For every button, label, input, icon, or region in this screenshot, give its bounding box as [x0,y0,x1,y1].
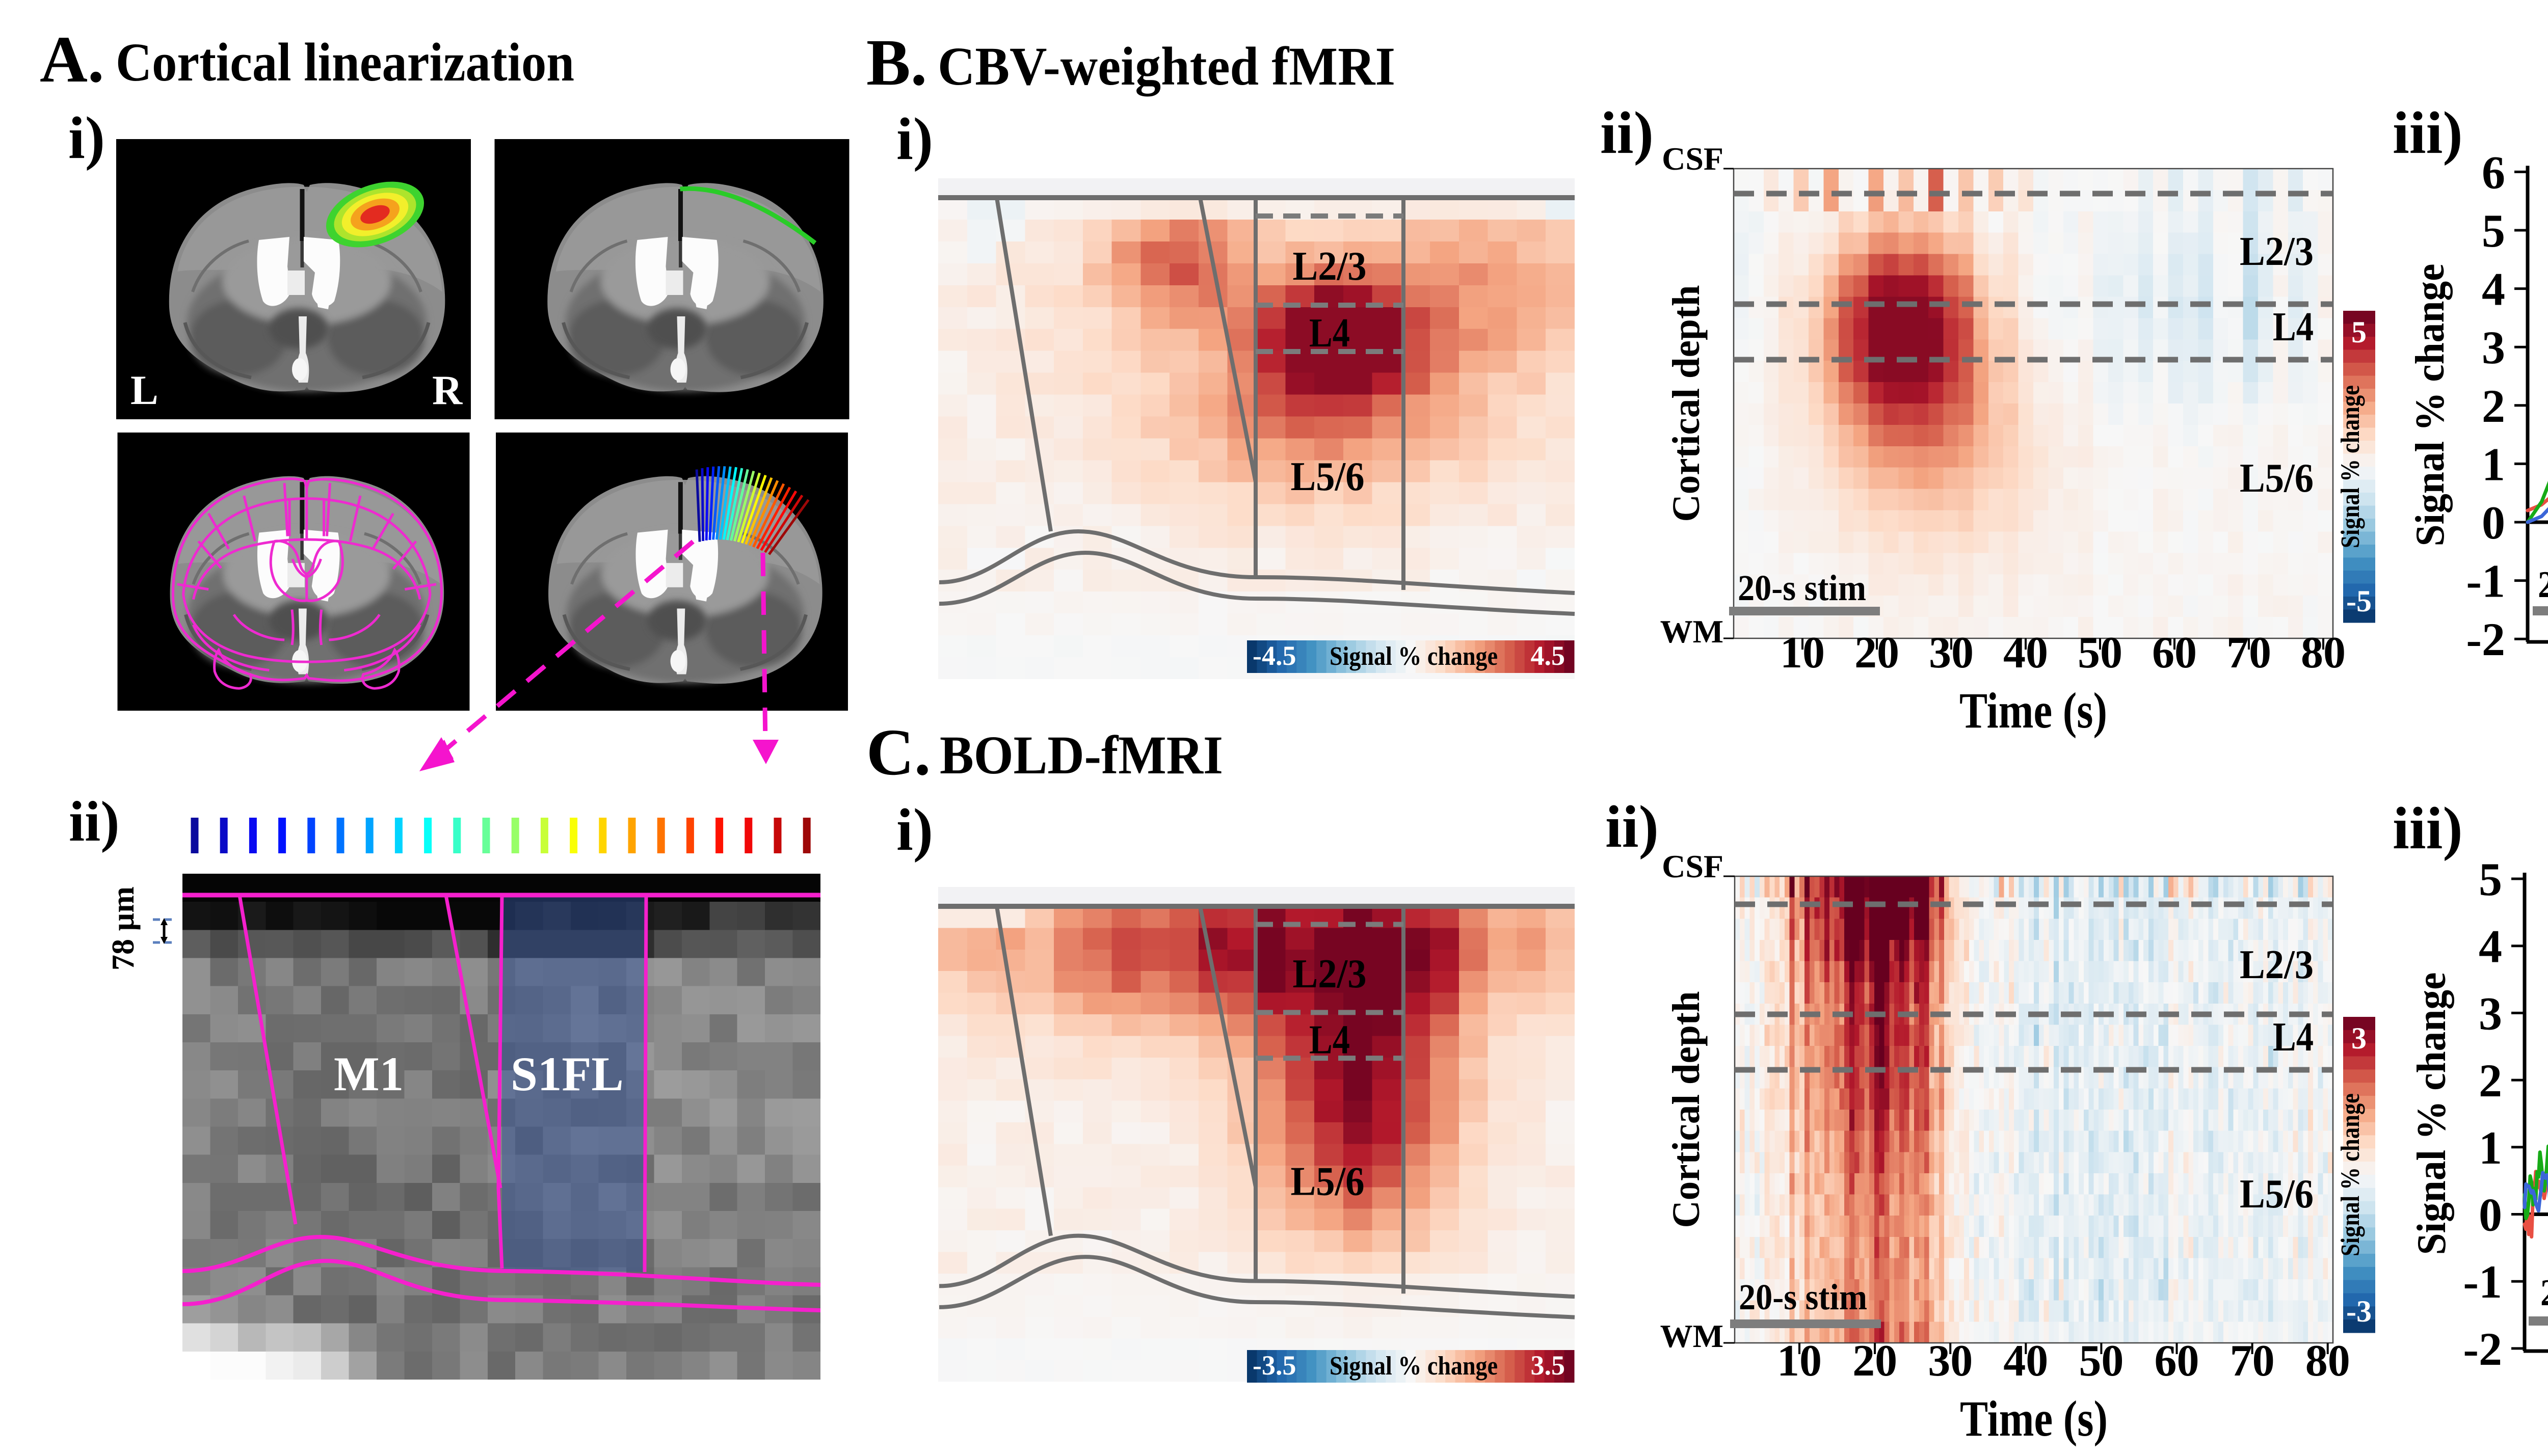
svg-text:80: 80 [2305,1336,2350,1386]
svg-text:Signal % change: Signal % change [1330,1352,1498,1381]
svg-text:L5/6: L5/6 [1291,454,1365,499]
svg-text:-3.5: -3.5 [1253,1350,1296,1381]
svg-text:i): i) [896,796,933,863]
svg-text:L5/6: L5/6 [2240,1172,2314,1217]
svg-text:L4: L4 [1309,311,1350,356]
svg-text:60: 60 [2152,628,2197,678]
svg-text:L4: L4 [1309,1017,1350,1062]
svg-text:4.5: 4.5 [1531,640,1565,671]
svg-text:30: 30 [1928,1336,1973,1386]
svg-text:10: 10 [1777,1336,1822,1386]
svg-text:Cortical depth: Cortical depth [1665,285,1708,522]
svg-text:i): i) [896,105,933,172]
svg-text:40: 40 [2003,628,2048,678]
svg-text:L5/6: L5/6 [1291,1160,1365,1204]
svg-text:-4.5: -4.5 [1253,640,1296,671]
svg-text:CSF: CSF [1662,848,1723,884]
svg-text:-5: -5 [2346,584,2372,618]
svg-text:CBV-weighted fMRI: CBV-weighted fMRI [938,37,1395,97]
svg-text:L2/3: L2/3 [1293,952,1367,996]
svg-text:L2/3: L2/3 [2240,229,2314,274]
svg-text:CSF: CSF [1662,141,1723,177]
svg-text:5: 5 [2351,315,2367,349]
svg-text:i): i) [68,104,105,171]
svg-text:ii): ii) [1605,793,1659,860]
svg-text:R: R [432,367,463,413]
svg-text:80: 80 [2301,628,2346,678]
svg-text:ii): ii) [1600,99,1654,166]
svg-text:40: 40 [2003,1336,2048,1386]
svg-text:L: L [130,367,158,413]
svg-text:WM: WM [1660,613,1723,650]
svg-text:50: 50 [2079,1336,2124,1386]
svg-text:70: 70 [2230,1336,2275,1386]
svg-text:20-s stim: 20-s stim [1739,1277,1867,1317]
svg-text:L2/3: L2/3 [1293,244,1367,289]
svg-text:M1: M1 [334,1047,404,1101]
svg-text:L5/6: L5/6 [2240,456,2314,501]
svg-text:20: 20 [1854,628,1899,678]
svg-text:50: 50 [2078,628,2122,678]
svg-text:70: 70 [2226,628,2271,678]
svg-text:ii): ii) [69,790,120,853]
svg-text:78 µm: 78 µm [106,886,141,970]
svg-text:Time (s): Time (s) [1960,1390,2108,1447]
svg-text:WM: WM [1660,1318,1723,1354]
svg-text:60: 60 [2155,1336,2199,1386]
svg-text:20-s stim: 20-s stim [1738,568,1866,608]
svg-text:Cortical depth: Cortical depth [1665,991,1708,1228]
svg-text:3.5: 3.5 [1531,1350,1565,1381]
svg-text:L2/3: L2/3 [2240,942,2314,987]
svg-text:B.: B. [866,26,927,99]
svg-text:30: 30 [1929,628,1974,678]
svg-text:L4: L4 [2273,305,2314,349]
svg-text:Time (s): Time (s) [1959,682,2107,739]
svg-text:S1FL: S1FL [511,1047,624,1101]
svg-text:20: 20 [1852,1336,1897,1386]
svg-text:Signal % change: Signal % change [2336,385,2365,548]
svg-text:Cortical linearization: Cortical linearization [116,33,574,93]
svg-text:Signal % change: Signal % change [1330,642,1498,671]
svg-text:BOLD-fMRI: BOLD-fMRI [940,725,1223,786]
svg-text:L4: L4 [2273,1015,2314,1060]
svg-text:10: 10 [1780,628,1825,678]
svg-text:A.: A. [40,23,104,96]
svg-text:C.: C. [866,716,931,789]
